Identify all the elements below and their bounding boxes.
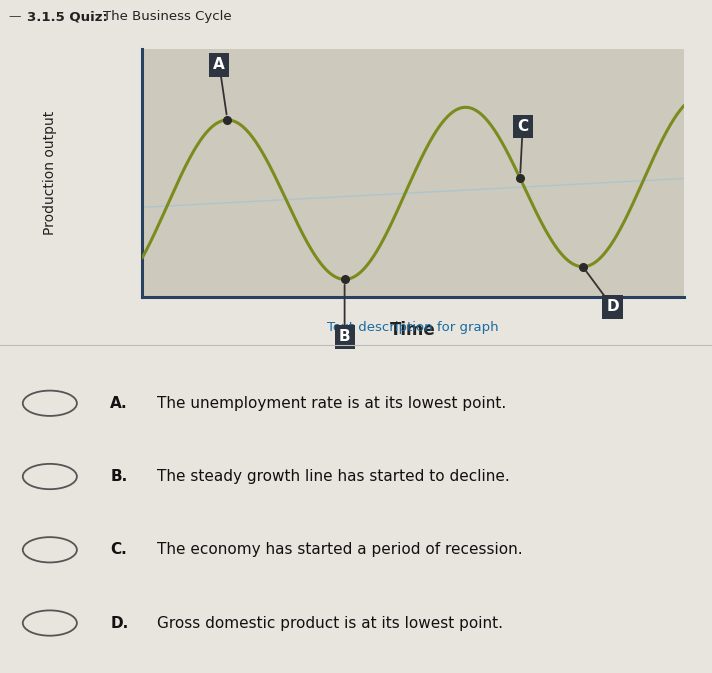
Text: Gross domestic product is at its lowest point.: Gross domestic product is at its lowest …: [157, 616, 503, 631]
Text: The economy has started a period of recession.: The economy has started a period of rece…: [157, 542, 523, 557]
Text: D.: D.: [110, 616, 129, 631]
Text: 3.1.5 Quiz:: 3.1.5 Quiz:: [27, 10, 108, 23]
Text: B.: B.: [110, 469, 127, 484]
Text: The unemployment rate is at its lowest point.: The unemployment rate is at its lowest p…: [157, 396, 506, 411]
Text: A.: A.: [110, 396, 128, 411]
Text: Text description for graph: Text description for graph: [327, 321, 499, 334]
Text: Time: Time: [390, 322, 436, 339]
Text: The Business Cycle: The Business Cycle: [103, 10, 232, 23]
Text: The steady growth line has started to decline.: The steady growth line has started to de…: [157, 469, 509, 484]
Text: Production output: Production output: [43, 110, 57, 235]
Text: —: —: [9, 10, 21, 23]
Text: C.: C.: [110, 542, 127, 557]
